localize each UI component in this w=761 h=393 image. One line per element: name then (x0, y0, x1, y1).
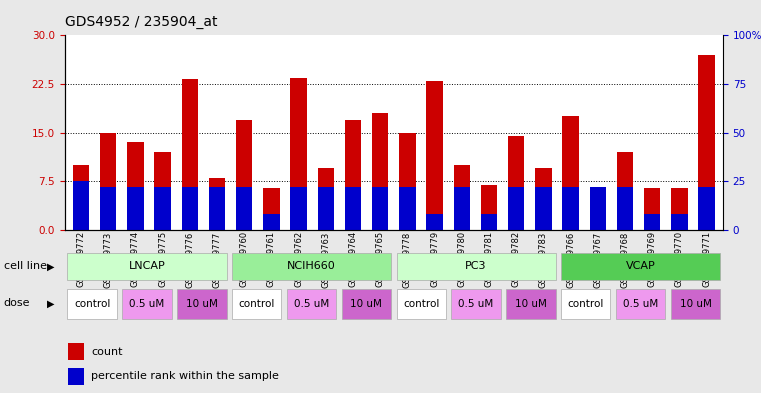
Bar (590, 188, 606, 230)
Bar (154, 187, 170, 230)
Bar (154, 152, 170, 230)
Bar (454, 165, 470, 230)
Text: count: count (91, 347, 123, 357)
Bar (617, 152, 633, 230)
Text: control: control (238, 299, 275, 309)
Bar (372, 187, 388, 230)
Bar (426, 81, 443, 230)
Bar (68, 288, 116, 319)
Bar (562, 116, 579, 230)
Bar (535, 168, 552, 230)
Bar (209, 187, 225, 230)
Bar (236, 119, 253, 230)
Bar (68, 368, 84, 385)
Bar (236, 187, 253, 230)
Bar (232, 288, 282, 319)
Bar (287, 288, 336, 319)
Bar (317, 187, 334, 230)
Text: 10 uM: 10 uM (186, 299, 218, 309)
Text: 10 uM: 10 uM (680, 299, 712, 309)
Text: dose: dose (4, 298, 30, 309)
Bar (400, 187, 416, 230)
Text: 0.5 uM: 0.5 uM (458, 299, 494, 309)
Bar (561, 288, 610, 319)
Bar (100, 187, 116, 230)
Text: percentile rank within the sample: percentile rank within the sample (91, 371, 279, 382)
Bar (100, 132, 116, 230)
Bar (127, 142, 144, 230)
Bar (127, 187, 144, 230)
Bar (396, 288, 446, 319)
Text: NCIH660: NCIH660 (287, 261, 336, 271)
Bar (508, 136, 524, 230)
Text: ▶: ▶ (47, 298, 55, 309)
Bar (68, 343, 84, 360)
Bar (508, 187, 524, 230)
Bar (372, 113, 388, 230)
Bar (400, 132, 416, 230)
Bar (561, 253, 720, 279)
Bar (671, 288, 720, 319)
Bar (73, 181, 89, 230)
Bar (68, 253, 227, 279)
Bar (263, 188, 279, 230)
Bar (481, 214, 497, 230)
Bar (291, 187, 307, 230)
Bar (182, 79, 198, 230)
Text: GDS4952 / 235904_at: GDS4952 / 235904_at (65, 15, 217, 29)
Text: control: control (74, 299, 110, 309)
Text: LNCAP: LNCAP (129, 261, 165, 271)
Bar (263, 214, 279, 230)
Bar (342, 288, 391, 319)
Bar (396, 253, 556, 279)
Bar (562, 187, 579, 230)
Bar (177, 288, 227, 319)
Text: 10 uM: 10 uM (351, 299, 382, 309)
Bar (506, 288, 556, 319)
Bar (123, 288, 172, 319)
Bar (182, 187, 198, 230)
Text: 0.5 uM: 0.5 uM (623, 299, 658, 309)
Bar (426, 214, 443, 230)
Bar (644, 214, 661, 230)
Bar (454, 187, 470, 230)
Text: PC3: PC3 (465, 261, 487, 271)
Bar (699, 187, 715, 230)
Text: ▶: ▶ (47, 261, 55, 272)
Bar (209, 178, 225, 230)
Bar (535, 187, 552, 230)
Text: 0.5 uM: 0.5 uM (129, 299, 164, 309)
Bar (617, 187, 633, 230)
Bar (699, 55, 715, 230)
Bar (671, 214, 688, 230)
Bar (232, 253, 391, 279)
Text: control: control (403, 299, 439, 309)
Bar (345, 119, 361, 230)
Bar (451, 288, 501, 319)
Bar (644, 188, 661, 230)
Bar (291, 77, 307, 230)
Bar (481, 184, 497, 230)
Text: cell line: cell line (4, 261, 47, 272)
Text: control: control (568, 299, 604, 309)
Bar (73, 165, 89, 230)
Bar (671, 188, 688, 230)
Bar (590, 187, 606, 230)
Text: VCAP: VCAP (626, 261, 655, 271)
Bar (345, 187, 361, 230)
Bar (616, 288, 665, 319)
Text: 10 uM: 10 uM (515, 299, 547, 309)
Bar (317, 168, 334, 230)
Text: 0.5 uM: 0.5 uM (294, 299, 330, 309)
